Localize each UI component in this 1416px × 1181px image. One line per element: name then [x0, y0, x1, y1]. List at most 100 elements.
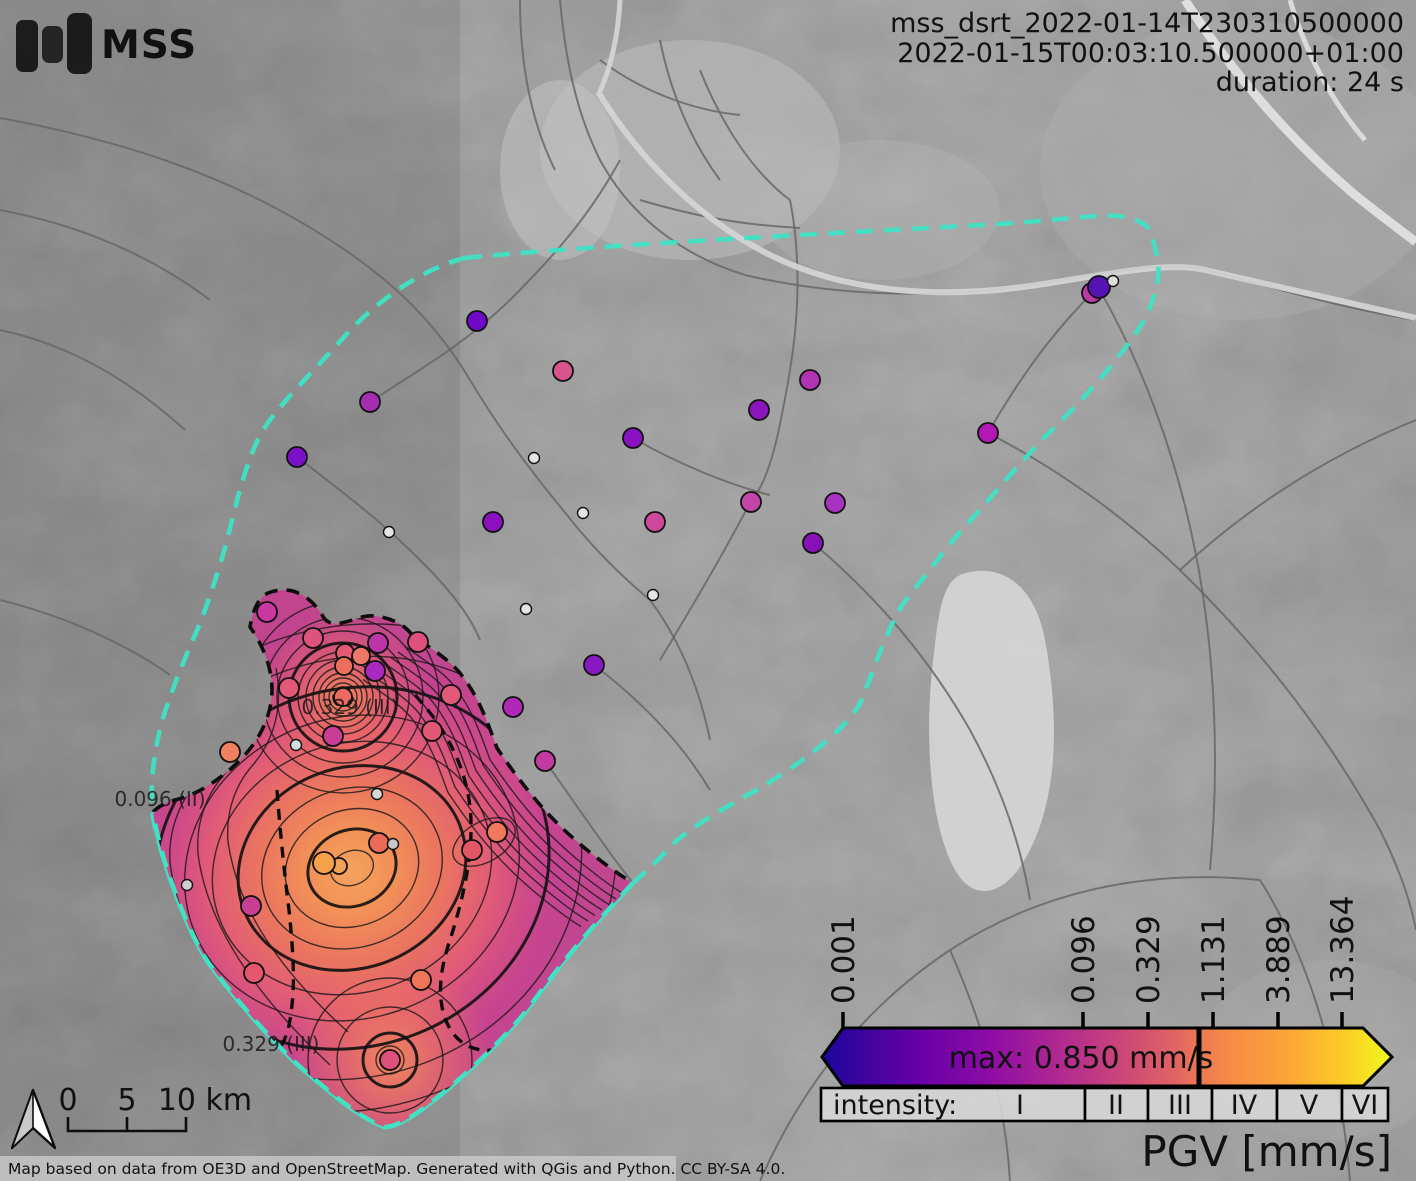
pgv-contour-surface: [150, 588, 635, 1130]
north-arrow: [10, 1088, 57, 1150]
station-marker: [322, 725, 344, 747]
event-timestamp: 2022-01-15T00:03:10.500000+01:00: [897, 38, 1404, 69]
station-marker: [802, 532, 824, 554]
intensity-scale: I II III IV V VI: [819, 1086, 1390, 1123]
station-marker: [379, 1049, 401, 1071]
intensity-class-label: I: [1016, 1090, 1024, 1121]
network-region-outline: [149, 213, 1161, 1130]
intensity-class-label: III: [1168, 1090, 1192, 1121]
scalebar-label: 10 km: [158, 1083, 252, 1118]
contour-line: [404, 645, 624, 895]
contour-line: [383, 662, 603, 911]
station-marker: [1087, 275, 1111, 299]
contour-label: 0.096 (II): [114, 787, 205, 811]
station-markers: [180, 274, 1120, 1071]
scalebar-label: 0: [58, 1083, 77, 1118]
station-marker-small: [289, 738, 303, 752]
station-marker: [740, 491, 762, 513]
attribution-bar: Map based on data from OE3D and OpenStre…: [0, 1156, 785, 1181]
station-marker: [461, 839, 483, 861]
station-marker: [334, 656, 354, 676]
intensity-cell: [819, 1086, 1087, 1123]
intensity-cell: [1083, 1086, 1150, 1123]
station-marker: [240, 895, 262, 917]
intensity-class-label: V: [1300, 1090, 1319, 1121]
valley-patch: [1040, 20, 1416, 320]
station-marker: [410, 969, 432, 991]
region-outline-over-surface: [150, 811, 635, 1130]
station-marker: [977, 422, 999, 444]
intensity-class-label: IV: [1231, 1090, 1258, 1121]
scalebar-line: [66, 1117, 188, 1133]
contour-line: [390, 656, 610, 906]
station-marker: [482, 511, 504, 533]
intensity-cell: [1275, 1086, 1344, 1123]
logo-bar-icon: [42, 26, 63, 63]
colorbar-axis-label: PGV [mm/s]: [1141, 1127, 1392, 1176]
station-marker: [302, 627, 324, 649]
title-block: mss_dsrt_2022-01-14T230310500000 2022-01…: [890, 8, 1404, 98]
colorbar-tick-label: 0.001: [826, 915, 862, 1004]
station-marker-small: [370, 787, 384, 801]
station-marker: [824, 492, 846, 514]
attribution-text: Map based on data from OE3D and OpenStre…: [8, 1160, 785, 1178]
intensity-title: intensity:: [833, 1090, 957, 1121]
station-marker: [799, 369, 821, 391]
contour-labels: 0.329 (III) 0.096 (II) 0.329 (III): [114, 695, 398, 1056]
scalebar-labels: 0 5 10 km: [58, 1083, 252, 1118]
contour-0329-dashed-left: [266, 789, 296, 1062]
contour-label: 0.329 (III): [302, 695, 399, 719]
station-marker: [219, 741, 241, 763]
contour-line: [362, 678, 582, 928]
colorbar-tick-label: 0.329: [1131, 915, 1167, 1004]
contour-line: [397, 651, 617, 900]
colorbar-arrow: [820, 1026, 1395, 1088]
colorbar-tick-label: 1.131: [1196, 915, 1232, 1004]
mss-logo: MSS: [16, 13, 197, 74]
station-marker: [440, 684, 462, 706]
intensity-class-label: II: [1108, 1090, 1124, 1121]
station-marker-small: [180, 878, 194, 892]
river: [1181, 0, 1416, 246]
station-marker: [333, 687, 353, 707]
scalebar-label: 5: [117, 1083, 136, 1118]
station-marker-small: [576, 506, 590, 520]
attribution-background: [0, 1156, 676, 1181]
station-marker-small: [386, 837, 400, 851]
intensity-cell: [1146, 1086, 1214, 1123]
logo-text: MSS: [101, 23, 197, 68]
station-marker: [364, 660, 386, 682]
highway: [597, 93, 1416, 321]
station-marker: [534, 750, 556, 772]
contour-0096-boundary-dashed: [151, 588, 634, 885]
station-marker: [583, 654, 605, 676]
station-marker: [286, 446, 308, 468]
station-marker: [407, 631, 429, 653]
contour-label: 0.329 (III): [223, 1032, 320, 1056]
station-marker: [368, 832, 390, 854]
station-marker: [421, 720, 443, 742]
station-marker: [278, 677, 300, 699]
station-marker: [748, 399, 770, 421]
station-marker-small: [519, 602, 533, 616]
colorbar-tick-label: 0.096: [1066, 915, 1102, 1004]
station-marker-small: [1106, 274, 1120, 288]
station-marker-small: [527, 451, 541, 465]
event-id-title: mss_dsrt_2022-01-14T230310500000: [890, 8, 1404, 39]
contour-line: [369, 673, 589, 922]
colorbar-tick-label: 13.364: [1325, 896, 1361, 1004]
station-marker: [486, 821, 508, 843]
valley-patch: [760, 140, 1000, 280]
station-marker: [243, 962, 265, 984]
event-duration: duration: 24 s: [1216, 67, 1404, 98]
colorbar-ticks: 0.001 0.096 0.329 1.131 3.889 13.364: [826, 896, 1361, 1028]
station-marker: [552, 360, 574, 382]
station-marker-small: [646, 588, 660, 602]
clearing-patch: [929, 570, 1055, 892]
station-marker: [256, 601, 278, 623]
bottom-rings: [307, 977, 473, 1127]
